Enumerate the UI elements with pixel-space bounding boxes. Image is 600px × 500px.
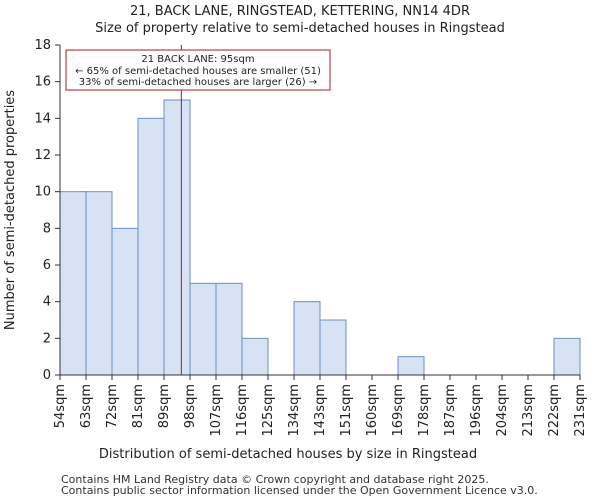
x-tick-label: 54sqm xyxy=(53,384,68,428)
x-tick-label: 151sqm xyxy=(339,384,354,437)
footer-line-1: Contains HM Land Registry data © Crown c… xyxy=(61,473,489,486)
bar-222sqm xyxy=(553,337,581,376)
bar-107sqm xyxy=(215,282,243,376)
bar-54sqm xyxy=(59,191,87,376)
x-tick-label: 213sqm xyxy=(521,384,536,437)
y-tick-label: 0 xyxy=(43,368,51,383)
x-tick-label: 89sqm xyxy=(157,384,172,428)
bar-98sqm xyxy=(189,282,217,376)
x-tick-label: 116sqm xyxy=(235,384,250,437)
y-tick-label: 18 xyxy=(34,38,51,53)
annotation-line-3: 33% of semi-detached houses are larger (… xyxy=(79,77,317,88)
x-tick-label: 204sqm xyxy=(495,384,510,437)
y-tick-label: 8 xyxy=(43,221,51,236)
x-tick-label: 196sqm xyxy=(469,384,484,437)
x-tick-label: 98sqm xyxy=(183,384,198,428)
x-tick-label: 125sqm xyxy=(261,384,276,437)
bar-143sqm xyxy=(319,319,347,376)
y-tick-label: 4 xyxy=(43,295,51,310)
chart-title: 21, BACK LANE, RINGSTEAD, KETTERING, NN1… xyxy=(130,4,470,19)
x-tick-label: 107sqm xyxy=(209,384,224,437)
y-tick-label: 16 xyxy=(34,75,51,90)
footer-line-2: Contains public sector information licen… xyxy=(61,484,538,497)
bar-81sqm xyxy=(137,117,165,376)
y-tick-label: 6 xyxy=(43,258,51,273)
bar-72sqm xyxy=(111,227,139,376)
x-tick-label: 81sqm xyxy=(131,384,146,428)
x-tick-label: 134sqm xyxy=(287,384,302,437)
y-tick-label: 12 xyxy=(34,148,51,163)
x-tick-label: 187sqm xyxy=(443,384,458,437)
x-tick-label: 169sqm xyxy=(391,384,406,437)
x-tick-label: 231sqm xyxy=(573,384,588,437)
annotation-line-2: ← 65% of semi-detached houses are smalle… xyxy=(75,66,321,77)
x-tick-label: 160sqm xyxy=(365,384,380,437)
y-tick-label: 2 xyxy=(43,331,51,346)
bar-169sqm xyxy=(397,356,425,376)
y-tick-label: 10 xyxy=(34,185,51,200)
bar-63sqm xyxy=(85,191,113,376)
x-tick-label: 143sqm xyxy=(313,384,328,437)
x-tick-label: 63sqm xyxy=(79,384,94,428)
annotation-box: 21 BACK LANE: 95sqm ← 65% of semi-detach… xyxy=(65,49,331,91)
chart-subtitle: Size of property relative to semi-detach… xyxy=(95,21,505,36)
x-tick-label: 222sqm xyxy=(547,384,562,437)
x-tick-label: 178sqm xyxy=(417,384,432,437)
y-tick-label: 14 xyxy=(34,111,51,126)
bar-134sqm xyxy=(293,301,321,376)
x-tick-label: 72sqm xyxy=(105,384,120,428)
annotation-line-1: 21 BACK LANE: 95sqm xyxy=(141,54,254,65)
x-axis-label: Distribution of semi-detached houses by … xyxy=(99,447,477,462)
bar-89sqm xyxy=(163,99,191,376)
bar-116sqm xyxy=(241,337,269,376)
y-axis-label: Number of semi-detached properties xyxy=(3,90,18,330)
